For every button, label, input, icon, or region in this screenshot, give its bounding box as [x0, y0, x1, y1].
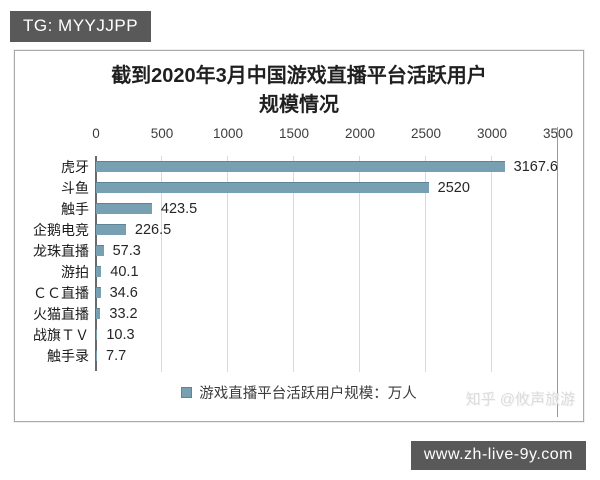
category-label: 触手录 [47, 347, 89, 364]
bar [96, 308, 101, 319]
x-axis-tick-label: 1500 [278, 126, 310, 141]
bar-value-label: 7.7 [106, 347, 127, 364]
x-axis-tick-label: 3500 [542, 126, 574, 141]
gridline [491, 156, 492, 372]
bar-value-label: 34.6 [109, 284, 138, 301]
bar-value-label: 33.2 [109, 305, 138, 322]
x-axis-tick-label: 2500 [410, 126, 442, 141]
bar-row: 火猫直播 33.2 [33, 303, 558, 324]
category-label: 火猫直播 [33, 305, 89, 322]
gridline [293, 156, 294, 372]
legend-square-icon [181, 387, 193, 398]
chart-panel: 截到2020年3月中国游戏直播平台活跃用户 规模情况 0 500 1000 1500 2… [14, 50, 584, 422]
category-label: 触手 [61, 200, 89, 217]
category-label: 游拍 [61, 263, 89, 280]
bar-value-label: 2520 [437, 179, 470, 196]
bar-row: ＣＣ直播 34.6 [33, 282, 558, 303]
legend-label: 游戏直播平台活跃用户规模：万人 [199, 386, 417, 402]
bar [96, 266, 102, 277]
category-label: 斗鱼 [61, 179, 89, 196]
bar [96, 245, 104, 256]
website-url-badge: www.zh-live-9y.com [410, 441, 586, 470]
bar-value-label: 226.5 [134, 221, 172, 238]
x-axis-tick-label: 1000 [212, 126, 244, 141]
bar [96, 203, 152, 214]
category-label: 战旗ＴＶ [33, 326, 89, 343]
bar-row: 斗鱼 2520 [61, 177, 558, 198]
plot-right-border [557, 127, 558, 417]
bar-value-label: 3167.6 [513, 158, 558, 175]
chart-title: 截到2020年3月中国游戏直播平台活跃用户 规模情况 [15, 62, 583, 120]
bar-value-label: 10.3 [106, 326, 135, 343]
bar-row: 企鹅电竞 226.5 [33, 219, 558, 240]
gridline [160, 156, 162, 372]
category-label: ＣＣ直播 [33, 284, 89, 301]
category-label: 虎牙 [61, 158, 89, 175]
x-axis-tick-label: 0 [92, 126, 100, 141]
bar-row: 触手 423.5 [61, 198, 558, 219]
x-axis-tick-label: 3000 [476, 126, 508, 141]
plot-area: 虎牙 3167.6 斗鱼 2520 触手 423.5 企鹅电竞 226.5 龙珠直播 57.3 游拍… [33, 156, 558, 372]
bar-row: 虎牙 3167.6 [61, 156, 558, 177]
bar [96, 182, 429, 193]
legend: 游戏直播平台活跃用户规模：万人 [15, 382, 583, 403]
chart-title-line1: 截到2020年3月中国游戏直播平台活跃用户 [111, 65, 487, 87]
x-axis-tick-label: 2000 [344, 126, 376, 141]
gridline [358, 156, 360, 372]
bar [96, 329, 98, 340]
bar-value-label: 40.1 [110, 263, 139, 280]
bar-row: 游拍 40.1 [61, 261, 558, 282]
bar-value-label: 423.5 [160, 200, 198, 217]
bar [96, 161, 505, 172]
zhihu-watermark: 知乎 @攸声旅游 [465, 391, 575, 408]
bar-row: 触手录 7.7 [47, 345, 558, 366]
bar-row: 龙珠直播 57.3 [33, 240, 558, 261]
x-axis-tick-label: 500 [150, 126, 174, 141]
category-axis-line [95, 156, 97, 371]
bar [96, 350, 98, 361]
bar [96, 287, 101, 298]
gridline [226, 156, 228, 372]
bar-row: 战旗ＴＶ 10.3 [33, 324, 558, 345]
category-label: 龙珠直播 [33, 242, 89, 259]
bar-value-label: 57.3 [112, 242, 141, 259]
gridline [425, 156, 426, 372]
x-axis-ticks: 0 500 1000 1500 2000 2500 3000 3500 [92, 126, 573, 142]
category-label: 企鹅电竞 [33, 221, 89, 238]
bar [96, 224, 126, 235]
telegram-watermark-badge: TG: MYYJJPP [10, 11, 152, 42]
chart-title-line2: 规模情况 [259, 94, 339, 116]
